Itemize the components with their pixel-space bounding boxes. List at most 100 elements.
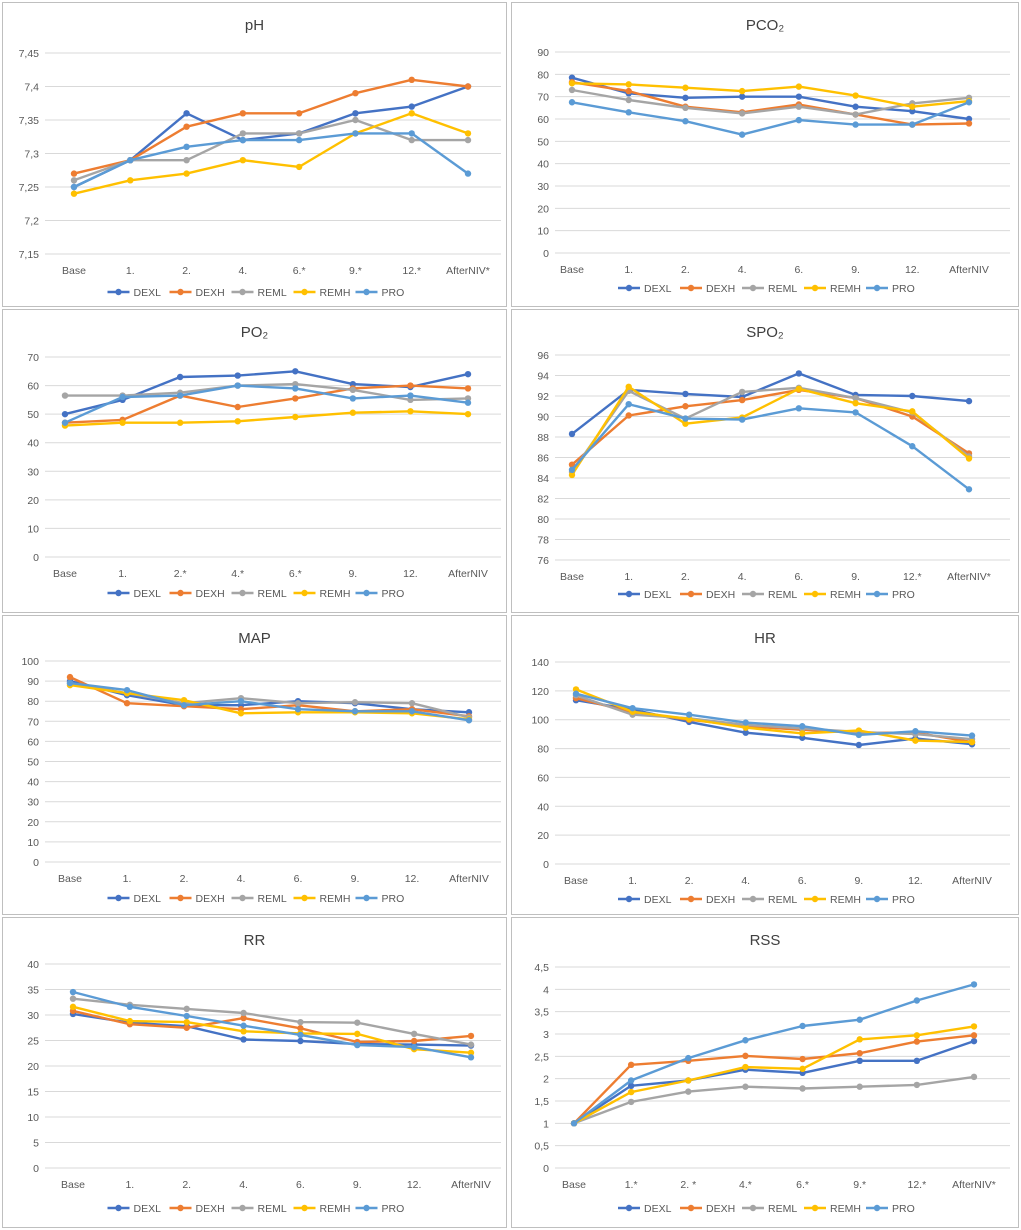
data-point-remh: [183, 170, 190, 177]
data-point-remh: [464, 410, 472, 418]
x-tick-label: AfterNIV: [952, 875, 992, 887]
data-point-dexh: [70, 170, 78, 177]
y-tick-label: 86: [537, 453, 549, 465]
y-tick-label: 50: [27, 757, 39, 769]
x-tick-label: 9.*: [349, 265, 362, 277]
series-line-reml: [73, 118, 468, 182]
y-tick-label: 50: [537, 136, 549, 148]
x-tick-label: Base: [53, 568, 77, 580]
legend-marker-pro: [363, 589, 370, 597]
x-tick-label: 12.*: [402, 265, 421, 277]
data-point-reml: [408, 136, 415, 144]
data-point-remh: [70, 190, 78, 197]
data-point-reml: [467, 1041, 475, 1048]
legend-marker-pro: [873, 284, 881, 292]
data-point-pro: [799, 1022, 806, 1030]
data-point-remh: [183, 1018, 190, 1026]
x-tick-label: AfterNIV: [448, 568, 488, 580]
legend-label-pro: PRO: [892, 589, 915, 601]
chart-title: RSS: [750, 932, 781, 949]
legend-marker-remh: [301, 1204, 308, 1212]
y-tick-label: 3,5: [534, 1007, 549, 1019]
data-point-pro: [572, 690, 580, 697]
chart-svg-pco2: PCO₂ 0 10 20 30 40 50 60 70 80 90 Base 1. 2. 4. 6. 9. 12.…: [537, 17, 1010, 295]
data-point-pro: [685, 1054, 692, 1062]
data-point-dexh: [464, 83, 472, 90]
legend-marker-reml: [239, 589, 246, 597]
data-point-reml: [240, 1009, 247, 1017]
series-line-dexh: [72, 1009, 472, 1044]
data-point-pro: [965, 99, 973, 106]
x-tick-label: 6.: [794, 571, 803, 583]
legend-label-pro: PRO: [892, 1203, 915, 1215]
data-point-pro: [66, 679, 74, 687]
data-point-pro: [354, 1041, 361, 1049]
legend-marker-dexh: [177, 894, 184, 902]
data-point-dexh: [352, 90, 359, 97]
x-tick-label: 2.: [681, 571, 690, 583]
data-point-dexh: [625, 412, 632, 419]
data-point-pro: [349, 395, 357, 402]
legend-marker-dexh: [687, 284, 695, 292]
legend-label-reml: REML: [258, 1203, 287, 1215]
legend-marker-dexl: [115, 1204, 122, 1212]
data-point-reml: [70, 177, 78, 184]
x-tick-label: AfterNIV: [949, 264, 989, 276]
data-point-dexh: [239, 110, 247, 117]
data-point-remh: [467, 1049, 475, 1056]
x-tick-label: Base: [560, 571, 584, 583]
series-line-dexh: [571, 81, 970, 126]
data-point-pro: [682, 118, 689, 125]
chart-panel-po2: PO₂ 0 10 20 30 40 50 60 70 Base 1. 2.* 4.* 6.* 9. 12. Af…: [2, 309, 507, 613]
data-point-reml: [799, 1085, 806, 1092]
y-tick-label: 82: [537, 494, 549, 506]
chart-title: pH: [245, 17, 264, 34]
data-point-reml: [294, 700, 302, 707]
y-tick-label: 0: [33, 857, 39, 869]
y-tick-label: 70: [27, 716, 39, 728]
data-point-dexh: [464, 385, 472, 392]
x-tick-label: 1.*: [625, 1179, 638, 1191]
y-tick-label: 60: [537, 772, 549, 784]
y-tick-label: 35: [27, 985, 39, 997]
y-tick-label: 2,5: [534, 1051, 549, 1063]
x-tick-label: 1.: [125, 1179, 134, 1191]
data-point-pro: [467, 1054, 475, 1061]
y-tick-label: 10: [537, 226, 549, 238]
legend-marker-dexl: [625, 895, 633, 903]
data-point-pro: [856, 1016, 863, 1023]
y-tick-label: 100: [21, 656, 39, 668]
data-point-remh: [799, 730, 806, 737]
legend-marker-remh: [811, 895, 819, 903]
legend-label-dexl: DEXL: [644, 1203, 672, 1215]
x-tick-label: Base: [62, 265, 86, 277]
data-point-pro: [119, 393, 126, 401]
data-point-reml: [852, 394, 859, 402]
data-point-reml: [464, 136, 472, 144]
data-point-pro: [407, 392, 414, 399]
legend-marker-reml: [749, 590, 757, 598]
data-point-reml: [410, 1030, 418, 1038]
x-tick-label: 4.: [738, 264, 747, 276]
data-point-remh: [742, 724, 749, 731]
data-point-dexl: [738, 93, 746, 100]
x-tick-label: 4.: [741, 875, 750, 887]
chart-panel-spo2: SPO₂ 76 78 80 82 84 86 88 90 92 94 96 Base 1. 2. 4. 6. 9.…: [511, 309, 1019, 613]
data-point-pro: [294, 706, 302, 713]
data-point-remh: [292, 413, 299, 421]
data-point-reml: [349, 386, 357, 394]
x-tick-label: AfterNIV: [449, 873, 489, 885]
data-point-pro: [464, 170, 472, 177]
legend-label-reml: REML: [768, 894, 797, 906]
data-point-reml: [183, 1005, 190, 1013]
legend-marker-reml: [749, 284, 757, 292]
data-point-pro: [795, 405, 803, 412]
x-tick-label: 9.: [851, 264, 860, 276]
y-tick-label: 7,4: [24, 82, 39, 94]
y-tick-label: 40: [27, 959, 39, 971]
legend-marker-pro: [873, 1204, 881, 1212]
y-tick-label: 50: [27, 409, 39, 421]
data-point-dexh: [297, 1025, 304, 1032]
legend-marker-dexh: [687, 590, 695, 598]
data-point-remh: [69, 1003, 77, 1011]
